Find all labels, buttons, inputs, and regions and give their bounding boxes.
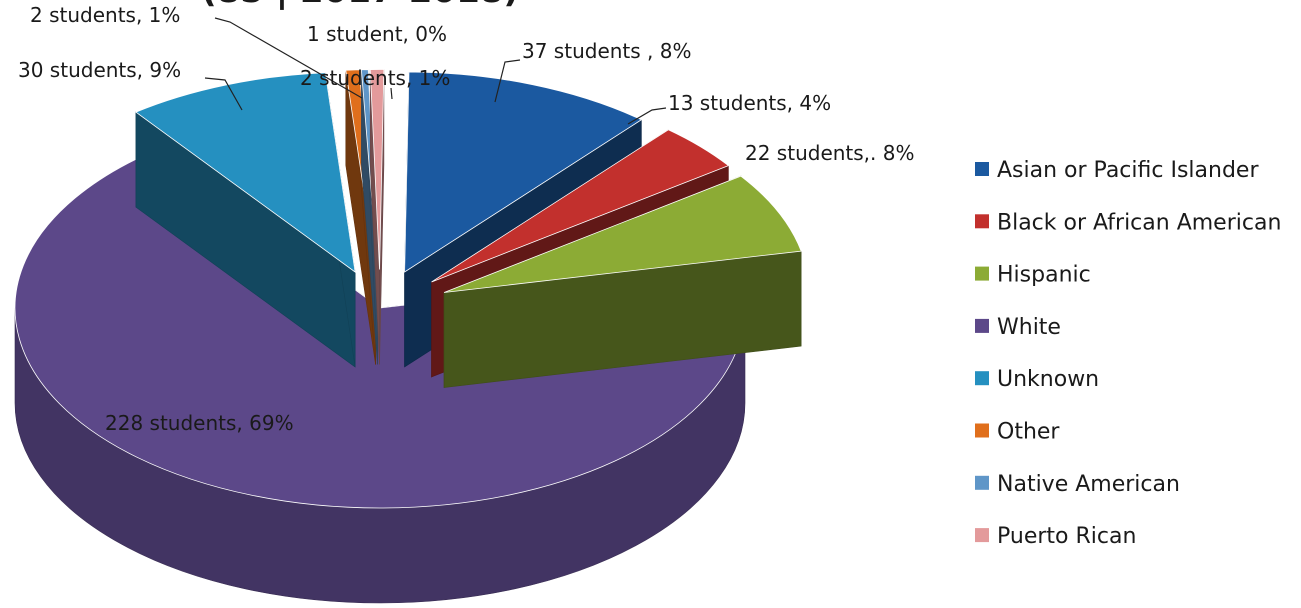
data-label-other: 2 students, 1%	[30, 3, 180, 27]
data-label-native-american: 1 student, 0%	[307, 22, 447, 46]
legend-item-asian-or-pacific-islander: Asian or Pacific Islander	[975, 158, 1259, 183]
data-label-hispanic: 22 students,. 8%	[745, 141, 914, 165]
legend-swatch	[975, 266, 989, 281]
legend-swatch	[975, 475, 989, 490]
legend-swatch	[975, 423, 989, 438]
legend-swatch	[975, 214, 989, 229]
legend-label: Asian or Pacific Islander	[997, 158, 1259, 183]
pie-slice-unknown	[135, 72, 356, 368]
legend-item-other: Other	[975, 420, 1060, 445]
legend-item-white: White	[975, 315, 1061, 340]
leader-lines	[204, 17, 667, 125]
leader-line-unknown	[204, 77, 243, 111]
legend-label: Native American	[997, 472, 1180, 497]
legend-label: Black or African American	[997, 210, 1281, 235]
legend-label: White	[997, 315, 1061, 340]
leader-line-black-or-african-american	[627, 107, 667, 125]
legend-item-native-american: Native American	[975, 472, 1180, 497]
chart-title-fragment: (85 | 2017-2018)	[201, 0, 519, 11]
leader-line-other	[214, 17, 363, 99]
legend: Asian or Pacific Islander Black or Africa…	[975, 158, 1281, 549]
legend-item-black-or-african-american: Black or African American	[975, 210, 1281, 235]
data-label-black-or-african-american: 13 students, 4%	[668, 91, 831, 115]
pie-slice-puerto-rican	[369, 69, 385, 365]
data-label-puerto-rican: 2 students, 1%	[300, 66, 450, 90]
pie-slice-hispanic	[443, 175, 802, 388]
legend-label: Puerto Rican	[997, 524, 1136, 549]
data-labels: 37 students , 8% 13 students, 4% 22 studen…	[18, 3, 914, 435]
data-label-white: 228 students, 69%	[105, 411, 294, 435]
legend-item-hispanic: Hispanic	[975, 263, 1091, 288]
legend-swatch	[975, 528, 989, 543]
legend-swatch	[975, 318, 989, 333]
legend-label: Other	[997, 420, 1060, 445]
leader-line-asian-or-pacific-islander	[494, 59, 521, 103]
legend-label: Unknown	[997, 367, 1099, 392]
legend-item-puerto-rican: Puerto Rican	[975, 524, 1136, 549]
legend-swatch	[975, 162, 989, 176]
legend-swatch	[975, 371, 989, 386]
pie-slices	[14, 69, 802, 604]
leader-line-puerto-rican	[390, 87, 393, 100]
data-label-asian-or-pacific-islander: 37 students , 8%	[522, 39, 691, 63]
data-label-unknown: 30 students, 9%	[18, 58, 181, 82]
legend-item-unknown: Unknown	[975, 367, 1099, 392]
legend-label: Hispanic	[997, 263, 1091, 288]
